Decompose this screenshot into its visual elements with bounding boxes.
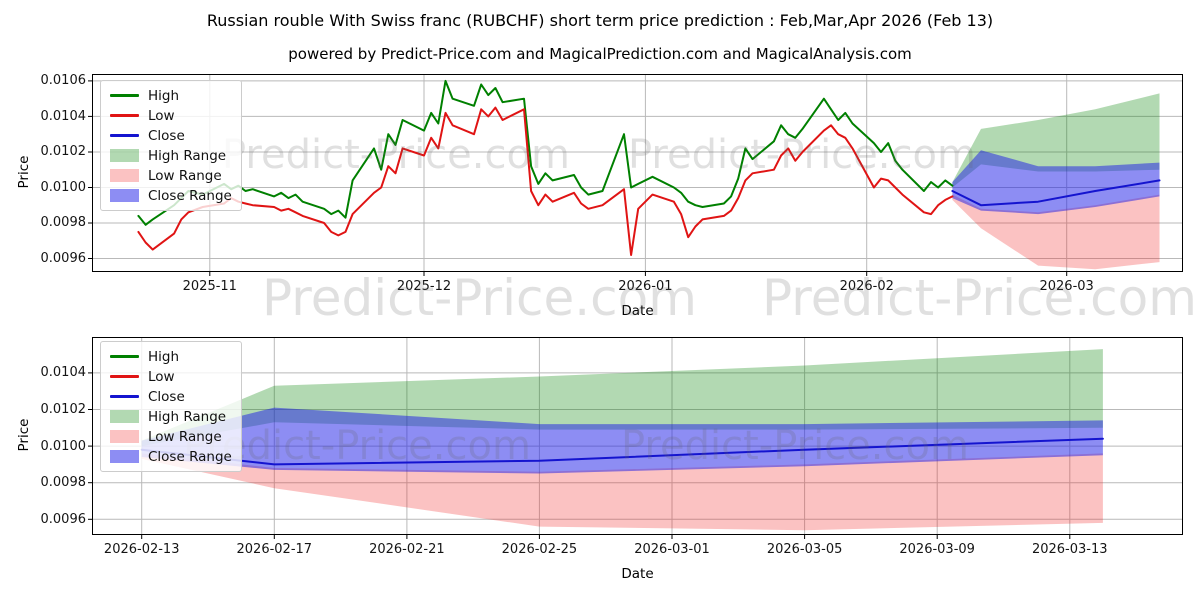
x-tick-label: 2026-02-25 (501, 542, 578, 557)
y-tick-label: 0.0102 (40, 401, 87, 417)
x-axis-label: Date (621, 566, 654, 582)
legend-line-swatch (110, 395, 139, 398)
legend-item-low-range: Low Range (110, 168, 232, 183)
legend-item-label: High (148, 87, 180, 104)
legend-line-swatch (110, 134, 139, 137)
y-tick-label: 0.0100 (40, 179, 87, 195)
legend: High Low Close High Range Low Range Close Ran… (100, 80, 242, 211)
legend-patch-swatch (110, 430, 139, 443)
legend-patch-swatch (110, 410, 139, 423)
y-tick-label: 0.0104 (40, 365, 87, 381)
legend-item-high: High (110, 88, 232, 103)
legend-item-label: Close (148, 127, 185, 144)
y-tick-label: 0.0096 (40, 251, 87, 266)
axes-border (92, 337, 1183, 535)
x-axis-label: Date (621, 303, 654, 319)
legend-item-close: Close (110, 389, 232, 404)
legend-item-close-range: Close Range (110, 188, 232, 203)
legend-line-swatch (110, 375, 139, 378)
legend-item-high-range: High Range (110, 148, 232, 163)
low-range-band (141, 453, 1103, 531)
y-axis-label: Price (16, 418, 32, 452)
legend-item-low: Low (110, 108, 232, 123)
x-tick-label: 2026-02-17 (236, 542, 313, 557)
legend-patch-swatch (110, 450, 139, 463)
high-line (137, 79, 954, 226)
legend-item-label: High (148, 348, 180, 365)
legend-line-swatch (110, 355, 139, 358)
price-history-with-forecast-canvas (88, 74, 1183, 276)
y-tick-label: 0.0104 (40, 108, 87, 124)
axes-border (92, 74, 1183, 272)
legend-item-label: Close Range (148, 187, 232, 204)
legend-item-high-range: High Range (110, 409, 232, 424)
x-tick-label: 2026-02-13 (103, 542, 180, 557)
legend-item-label: High Range (148, 147, 227, 164)
x-tick-label: 2025-11 (182, 279, 237, 294)
legend-patch-swatch (110, 189, 139, 202)
x-tick-label: 2026-03-13 (1031, 542, 1108, 557)
x-tick-label: 2026-02 (839, 279, 894, 294)
legend-item-low-range: Low Range (110, 429, 232, 444)
low-line (137, 106, 954, 256)
y-tick-label: 0.0102 (40, 144, 87, 160)
legend-item-close: Close (110, 128, 232, 143)
x-tick-label: 2026-01 (618, 279, 673, 294)
close-range-band (952, 150, 1160, 215)
page-title: Russian rouble With Swiss franc (RUBCHF)… (206, 11, 994, 30)
page-subtitle: powered by Predict-Price.com and Magical… (288, 45, 912, 63)
close-range-band (141, 407, 1103, 474)
legend-item-label: Low (148, 368, 175, 385)
legend-item-low: Low (110, 369, 232, 384)
y-axis-label: Price (16, 155, 32, 189)
forecast-detail-canvas (88, 337, 1183, 539)
y-tick-label: 0.0106 (40, 73, 87, 89)
legend-item-label: Low (148, 107, 175, 124)
legend-patch-swatch (110, 169, 139, 182)
x-tick-label: 2026-03 (1039, 279, 1094, 294)
low-range-band (952, 194, 1160, 270)
x-tick-label: 2025-12 (396, 279, 452, 294)
legend-item-label: Low Range (148, 428, 222, 445)
legend-item-high: High (110, 349, 232, 364)
legend: High Low Close High Range Low Range Close Ran… (100, 341, 242, 472)
close-line (951, 179, 1161, 207)
y-tick-label: 0.0098 (40, 475, 87, 491)
x-tick-label: 2026-03-09 (899, 542, 975, 557)
y-tick-label: 0.0098 (40, 215, 87, 231)
legend-line-swatch (110, 94, 139, 97)
legend-item-label: Low Range (148, 167, 222, 184)
legend-item-label: Close (148, 388, 185, 405)
legend-item-close-range: Close Range (110, 449, 232, 464)
y-tick-label: 0.0096 (40, 511, 87, 527)
y-tick-label: 0.0100 (40, 438, 87, 454)
x-tick-label: 2026-02-21 (369, 542, 445, 557)
legend-item-label: Close Range (148, 448, 232, 465)
legend-line-swatch (110, 114, 139, 117)
legend-patch-swatch (110, 149, 139, 162)
legend-item-label: High Range (148, 408, 227, 425)
x-tick-label: 2026-03-05 (766, 542, 843, 557)
x-tick-label: 2026-03-01 (634, 542, 710, 557)
